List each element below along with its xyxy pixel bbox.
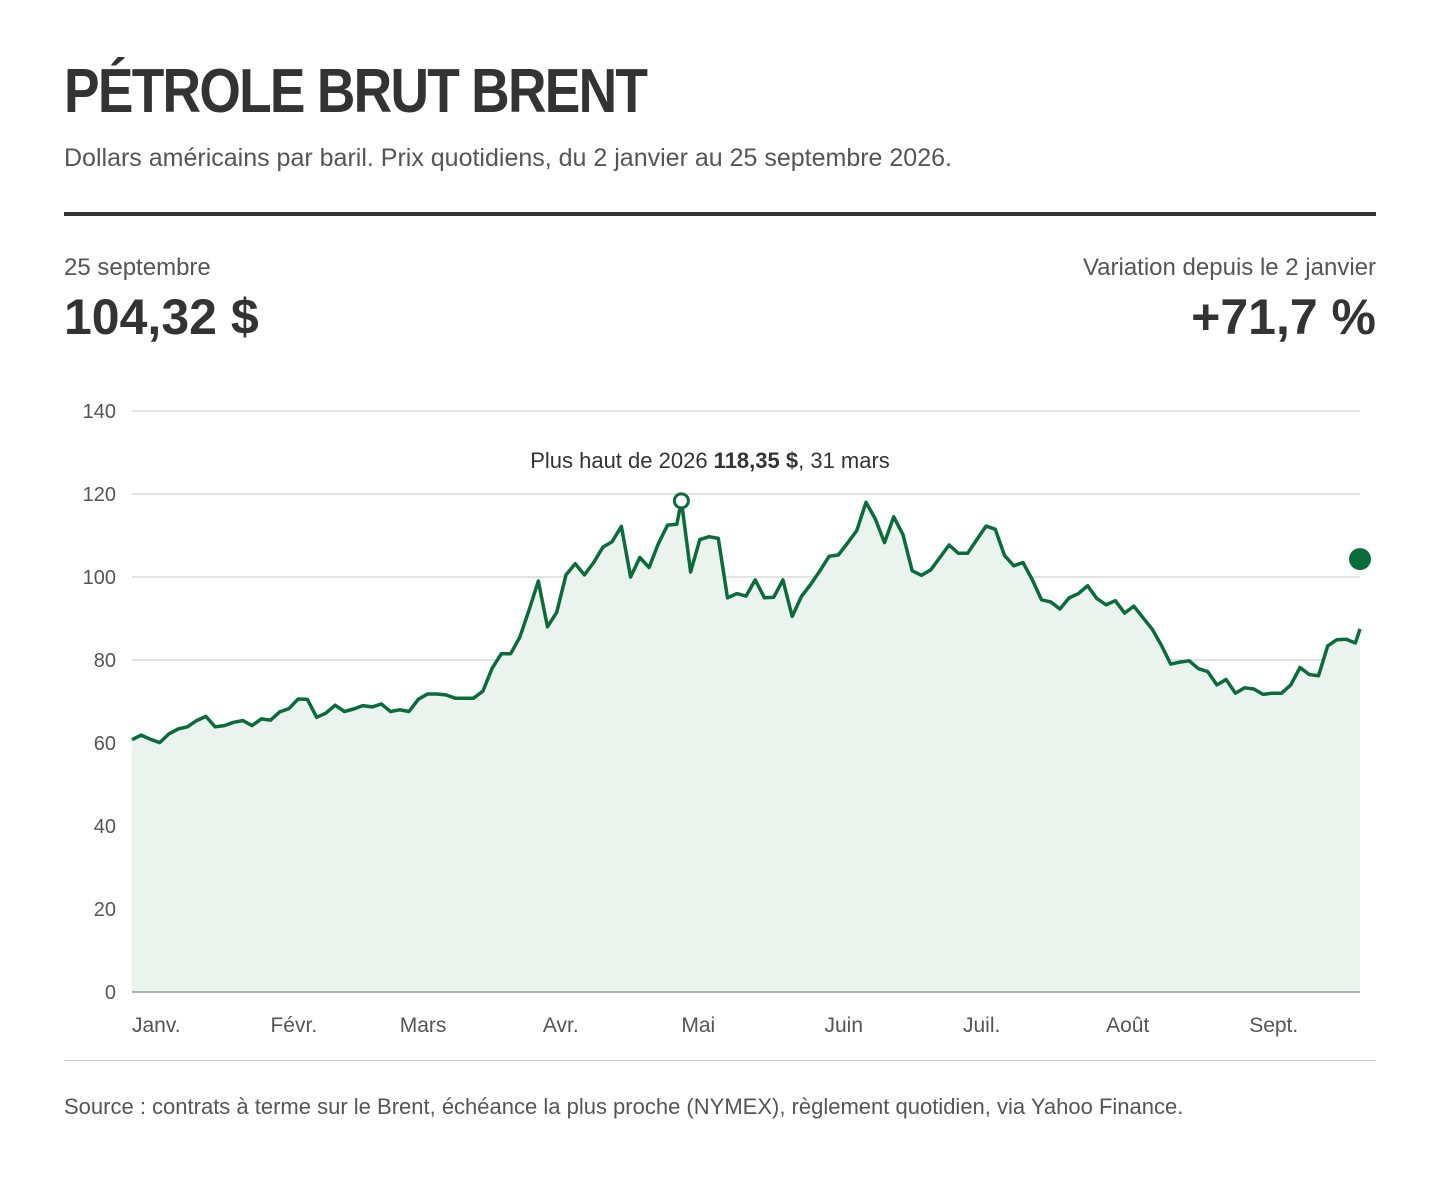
y-tick-label-140: 140 <box>83 401 116 423</box>
latest-date-label: 25 septembre <box>64 254 211 281</box>
y-tick-label-120: 120 <box>83 484 116 506</box>
price-area <box>132 500 1360 992</box>
peak-annotation: Plus haut de 2026 118,35 $, 31 mars <box>530 448 890 473</box>
x-tick-label-aot: Août <box>1106 1014 1149 1037</box>
y-tick-label-60: 60 <box>94 733 116 755</box>
change-block: Variation depuis le 2 janvier +71,7 % <box>1083 254 1376 346</box>
last-value-marker <box>1349 548 1371 571</box>
footer-rule <box>64 1060 1376 1061</box>
x-axis-ticks: Janv. Févr. Mars Avr. Mai Juin Juil. Août Sept. <box>132 1014 1298 1037</box>
chart-subtitle: Dollars américains par baril. Prix quoti… <box>64 144 952 172</box>
y-tick-label-40: 40 <box>94 816 116 838</box>
y-tick-label-80: 80 <box>94 650 116 672</box>
header-rule <box>64 212 1376 216</box>
x-tick-label-avr: Avr. <box>543 1014 579 1037</box>
x-tick-label-fvr: Févr. <box>270 1014 317 1037</box>
peak-annotation-value: 118,35 $ <box>714 448 798 473</box>
y-axis-ticks: 0 20 40 60 80 100 120 140 <box>83 401 116 1004</box>
x-tick-label-juin: Juin <box>824 1014 863 1037</box>
source-note: Source : contrats à terme sur le Brent, … <box>64 1094 1184 1119</box>
peak-annotation-suffix: , 31 mars <box>798 448 890 473</box>
latest-price-block: 25 septembre 104,32 $ <box>64 254 259 346</box>
x-tick-label-mai: Mai <box>681 1014 715 1037</box>
x-tick-label-janv: Janv. <box>132 1014 181 1037</box>
change-label: Variation depuis le 2 janvier <box>1082 254 1376 281</box>
x-tick-label-sept: Sept. <box>1249 1014 1298 1037</box>
chart-title: PÉTROLE BRUT BRENT <box>64 57 648 126</box>
peak-marker <box>672 492 690 510</box>
x-tick-label-juil: Juil. <box>963 1014 1000 1037</box>
y-tick-label-100: 100 <box>83 567 116 589</box>
change-value: +71,7 % <box>1191 289 1376 345</box>
y-tick-label-0: 0 <box>105 982 116 1004</box>
price-line <box>131 499 1362 745</box>
peak-annotation-prefix: Plus haut de 2026 <box>530 448 713 473</box>
x-tick-label-mars: Mars <box>400 1014 447 1037</box>
latest-price-value: 104,32 $ <box>64 289 259 345</box>
price-chart: 0 20 40 60 80 100 120 140 Janv. Févr. Mars Avr. Mai… <box>83 401 1371 1037</box>
y-tick-label-20: 20 <box>94 899 116 921</box>
